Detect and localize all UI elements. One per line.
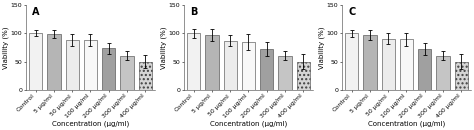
Y-axis label: Viability (%): Viability (%) xyxy=(3,26,9,69)
Bar xyxy=(382,39,395,90)
Bar xyxy=(364,35,376,90)
Text: A: A xyxy=(32,7,40,17)
Bar xyxy=(437,56,449,90)
Y-axis label: Viability (%): Viability (%) xyxy=(161,26,167,69)
Bar xyxy=(224,41,237,90)
Text: B: B xyxy=(190,7,198,17)
Bar xyxy=(455,61,468,90)
Bar xyxy=(29,33,42,90)
Text: C: C xyxy=(348,7,356,17)
Bar xyxy=(120,56,134,90)
Bar xyxy=(66,40,79,90)
Bar xyxy=(205,35,219,90)
X-axis label: Concentration (μg/ml): Concentration (μg/ml) xyxy=(210,121,287,127)
Bar xyxy=(102,48,115,90)
Bar xyxy=(84,40,97,90)
Bar xyxy=(418,49,431,90)
Bar xyxy=(400,39,413,90)
Bar xyxy=(187,33,201,90)
Bar xyxy=(138,61,152,90)
X-axis label: Concentration (μg/ml): Concentration (μg/ml) xyxy=(52,121,129,127)
Bar xyxy=(278,56,292,90)
Y-axis label: Viability (%): Viability (%) xyxy=(319,26,325,69)
Bar xyxy=(260,49,273,90)
X-axis label: Concentration (μg/ml): Concentration (μg/ml) xyxy=(368,121,445,127)
Bar xyxy=(47,34,61,90)
Bar xyxy=(345,33,358,90)
Bar xyxy=(297,61,310,90)
Bar xyxy=(242,42,255,90)
